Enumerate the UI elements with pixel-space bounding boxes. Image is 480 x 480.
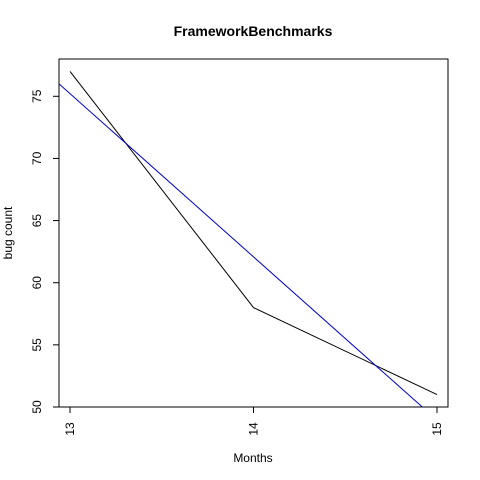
y-axis: 50 55 60 65 70 75 [30,89,59,414]
y-tick-label: 70 [30,151,44,165]
y-tick-label: 65 [30,214,44,228]
x-axis: 13 14 15 [63,407,444,436]
x-tick-label: 14 [247,422,261,436]
y-tick-label: 60 [30,276,44,290]
x-tick-label: 15 [430,422,444,436]
y-tick-label: 55 [30,338,44,352]
y-tick-label: 50 [30,400,44,414]
chart-title: FrameworkBenchmarks [174,23,333,39]
trend-line [59,83,423,407]
y-axis-label: bug count [1,206,15,259]
x-axis-label: Months [233,451,272,465]
x-tick-label: 13 [63,422,77,436]
y-tick-label: 75 [30,89,44,103]
series-layer [59,71,438,407]
